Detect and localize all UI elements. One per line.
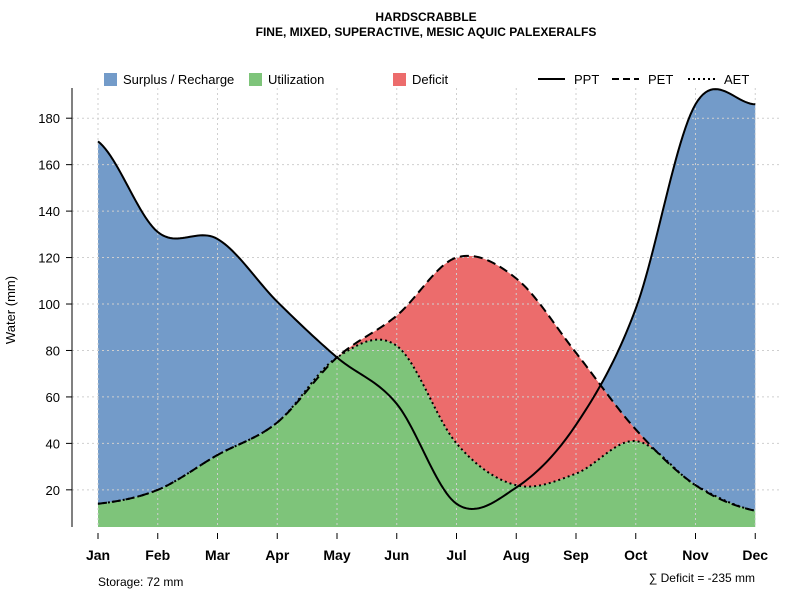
- utilization-area: [98, 339, 756, 527]
- x-tick-label-jul: Jul: [446, 547, 466, 563]
- legend-label-0: Surplus / Recharge: [123, 72, 234, 87]
- area-fills: [98, 89, 756, 527]
- y-tick-label-5: 120: [38, 251, 60, 266]
- y-tick-label-6: 140: [38, 204, 60, 219]
- x-tick-label-sep: Sep: [563, 547, 589, 563]
- pet-line: [97, 254, 756, 512]
- y-tick-label-1: 40: [46, 436, 60, 451]
- series-lines: [97, 88, 756, 512]
- surplus-area: [98, 89, 756, 511]
- legend: Surplus / Recharge Utilization Deficit PPT P…: [104, 72, 749, 87]
- x-tick-label-may: May: [323, 547, 350, 563]
- legend-label-aet: AET: [724, 72, 749, 87]
- legend-swatch-0: [104, 73, 117, 86]
- legend-label-pet: PET: [648, 72, 673, 87]
- legend-swatch-1: [249, 73, 262, 86]
- y-tick-label-0: 20: [46, 483, 60, 498]
- y-tick-label-7: 160: [38, 158, 60, 173]
- y-tick-label-8: 180: [38, 111, 60, 126]
- y-axis-label: Water (mm): [3, 276, 18, 344]
- x-tick-label-jun: Jun: [384, 547, 409, 563]
- x-tick-label-jan: Jan: [86, 547, 110, 563]
- ppt-line: [97, 88, 756, 510]
- y-tick-label-4: 100: [38, 297, 60, 312]
- axes: 20 40 60 80 100 120 140 160 180 Jan Feb Mar Apr May Ju…: [38, 88, 768, 563]
- legend-label-2: Deficit: [412, 72, 449, 87]
- deficit-area: [98, 255, 756, 511]
- legend-label-ppt: PPT: [574, 72, 599, 87]
- grid-lines: [72, 88, 782, 527]
- x-tick-label-aug: Aug: [503, 547, 530, 563]
- x-tick-label-nov: Nov: [682, 547, 709, 563]
- x-tick-label-oct: Oct: [624, 547, 648, 563]
- deficit-annotation: ∑ Deficit = -235 mm: [649, 571, 755, 585]
- x-tick-label-dec: Dec: [742, 547, 768, 563]
- x-tick-label-feb: Feb: [145, 547, 170, 563]
- chart-subtitle: FINE, MIXED, SUPERACTIVE, MESIC AQUIC PA…: [256, 25, 597, 39]
- legend-label-1: Utilization: [268, 72, 324, 87]
- legend-swatch-2: [393, 73, 406, 86]
- x-tick-label-apr: Apr: [265, 547, 290, 563]
- x-tick-label-mar: Mar: [205, 547, 230, 563]
- storage-annotation: Storage: 72 mm: [98, 575, 183, 589]
- y-tick-label-2: 60: [46, 390, 60, 405]
- chart-title: HARDSCRABBLE: [375, 10, 476, 24]
- y-tick-label-3: 80: [46, 343, 60, 358]
